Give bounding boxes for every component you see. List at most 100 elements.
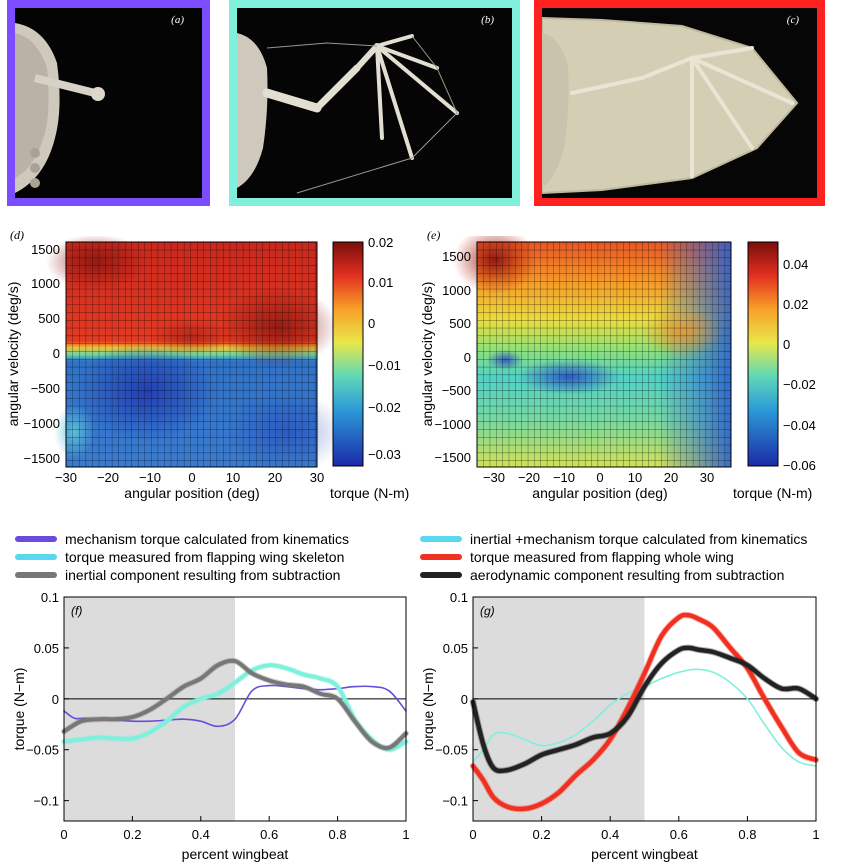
colorbar-e-tick: 0 <box>783 337 790 352</box>
shaded-downstroke-region <box>473 597 645 821</box>
whole-wing-image <box>542 8 817 198</box>
heatmap-e: 1500 1000 500 0 −500 −1000 −1500 −30 −20… <box>419 236 816 501</box>
y-tick-label: 0 <box>461 692 468 707</box>
heatmap-e-ytick: 1500 <box>442 249 471 264</box>
legend-swatch <box>420 572 462 578</box>
heatmap-d-ytick: −500 <box>31 381 60 396</box>
heatmap-e-ytick: 500 <box>449 316 471 331</box>
heatmap-d-xtick: −10 <box>139 470 161 485</box>
panel-label: (f) <box>71 604 82 618</box>
legend-swatch <box>15 554 57 560</box>
x-tick-label: 0.2 <box>123 827 141 842</box>
y-tick-label: −0.1 <box>33 794 59 809</box>
heatmap-d-ytick: 500 <box>38 311 60 326</box>
heatmap-d-ytick: 0 <box>53 346 60 361</box>
heatmap-e-ytick: 1000 <box>442 283 471 298</box>
legend-swatch <box>420 536 462 542</box>
x-tick-label: 0.6 <box>670 827 688 842</box>
heatmap-d-xtick: −20 <box>97 470 119 485</box>
heatmap-e-ytick: −500 <box>442 383 471 398</box>
heatmap-e-xtick: 10 <box>628 470 642 485</box>
x-tick-label: 0.8 <box>329 827 347 842</box>
heatmap-d-xtick: −30 <box>55 470 77 485</box>
line-chart-f: 0.1 0.05 0 −0.05 −0.1 0 0.2 0.4 0.6 0.8 1 percent w… <box>11 590 410 862</box>
heatmap-e-ylabel: angular velocity (deg/s) <box>419 282 435 427</box>
colorbar-d-tick: 0.01 <box>368 275 393 290</box>
legend-label: torque measured from flapping whole wing <box>470 549 734 565</box>
plot-frame <box>472 596 817 822</box>
colorbar-d <box>332 241 364 467</box>
y-tick-label: −0.1 <box>442 794 468 809</box>
plot-frame <box>63 596 407 822</box>
colorbar-d-tick: 0 <box>368 316 375 331</box>
legend-label: inertial component resulting from subtra… <box>65 567 341 583</box>
heatmap-d-ytick: −1500 <box>23 451 60 466</box>
heatmap-e-ytick: −1500 <box>434 450 471 465</box>
panel-label-e: (e) <box>427 228 441 242</box>
y-tick-label: 0 <box>52 692 59 707</box>
heatmap-e-xtick: 30 <box>700 470 714 485</box>
x-tick-label: 1 <box>812 827 819 842</box>
panel-label-c: (c) <box>786 14 799 26</box>
heatmap-e-xtick: 0 <box>596 470 603 485</box>
colorbar-e-tick: −0.04 <box>783 418 816 433</box>
line-chart-g: 0.1 0.05 0 −0.05 −0.1 0 0.2 0.4 0.6 0.8 1 percent w… <box>420 590 820 862</box>
heatmap-e-xtick: −10 <box>553 470 575 485</box>
colorbar-d-tick: −0.01 <box>368 358 401 373</box>
heatmap-d-xtick: 30 <box>310 470 324 485</box>
series-line <box>62 663 408 752</box>
x-tick-label: 0.6 <box>260 827 278 842</box>
heatmap-d-xlabel: angular position (deg) <box>124 485 259 501</box>
heatmap-e-ytick: −1000 <box>434 417 471 432</box>
x-tick-label: 0.4 <box>192 827 210 842</box>
colorbar-e-tick: 0.04 <box>783 257 808 272</box>
legend-item: aerodynamic component resulting from sub… <box>420 567 784 583</box>
colorbar-e-tick: −0.06 <box>783 458 816 473</box>
series-line <box>470 612 819 812</box>
legend-swatch <box>15 572 57 578</box>
heatmap-e-xtick: −20 <box>518 470 540 485</box>
wing-skeleton-image <box>237 8 512 198</box>
colorbar-e <box>747 241 779 467</box>
y-tick-label: −0.05 <box>26 743 59 758</box>
colorbar-d-tick: −0.02 <box>368 400 401 415</box>
panel-label-a: (a) <box>171 14 184 26</box>
legend-item: torque measured from flapping whole wing <box>420 549 734 565</box>
y-tick-label: 0.1 <box>450 590 468 605</box>
legend-item: inertial +mechanism torque calculated fr… <box>420 531 807 547</box>
legend-label: aerodynamic component resulting from sub… <box>470 567 785 583</box>
colorbar-d-label: torque (N-m) <box>330 485 409 501</box>
legend-label: mechanism torque calculated from kinemat… <box>65 531 350 547</box>
legend-swatch <box>15 536 57 542</box>
heatmap-d-xtick: 10 <box>226 470 240 485</box>
x-tick-label: 0.4 <box>601 827 619 842</box>
legend-item: mechanism torque calculated from kinemat… <box>15 531 349 547</box>
colorbar-d-tick: 0.02 <box>368 236 393 250</box>
y-tick-label: −0.05 <box>435 743 468 758</box>
colorbar-e-tick: −0.02 <box>783 377 816 392</box>
legend-swatch <box>420 554 462 560</box>
x-tick-label: 0.2 <box>533 827 551 842</box>
heatmap-d-ytick: −1000 <box>23 416 60 431</box>
legend-label: torque measured from flapping wing skele… <box>65 549 345 565</box>
legend-item: inertial component resulting from subtra… <box>15 567 340 583</box>
x-tick-label: 0 <box>60 827 67 842</box>
heatmap-e-ytick: 0 <box>464 350 471 365</box>
heatmap-d-ytick: 1000 <box>31 276 60 291</box>
panel-label: (g) <box>480 604 495 618</box>
y-tick-label: 0.05 <box>443 641 468 656</box>
colorbar-e-label: torque (N-m) <box>733 485 812 501</box>
x-tick-label: 1 <box>402 827 409 842</box>
heatmap-d-xtick: 20 <box>268 470 282 485</box>
heatmap-d-xtick: 0 <box>188 470 195 485</box>
x-axis-label: percent wingbeat <box>591 846 698 862</box>
colorbar-e-tick: 0.02 <box>783 297 808 312</box>
heatmap-d: 1500 1000 500 0 −500 −1000 −1500 −30 −20… <box>5 236 409 501</box>
x-tick-label: 0.8 <box>738 827 756 842</box>
x-tick-label: 0 <box>469 827 476 842</box>
heatmap-e-xtick: −30 <box>483 470 505 485</box>
photo-c: (c) <box>534 0 825 206</box>
heatmap-e-xlabel: angular position (deg) <box>532 485 667 501</box>
robot-shoulder-mechanism-image <box>15 8 202 198</box>
y-axis-label: torque (N−m) <box>420 668 436 751</box>
